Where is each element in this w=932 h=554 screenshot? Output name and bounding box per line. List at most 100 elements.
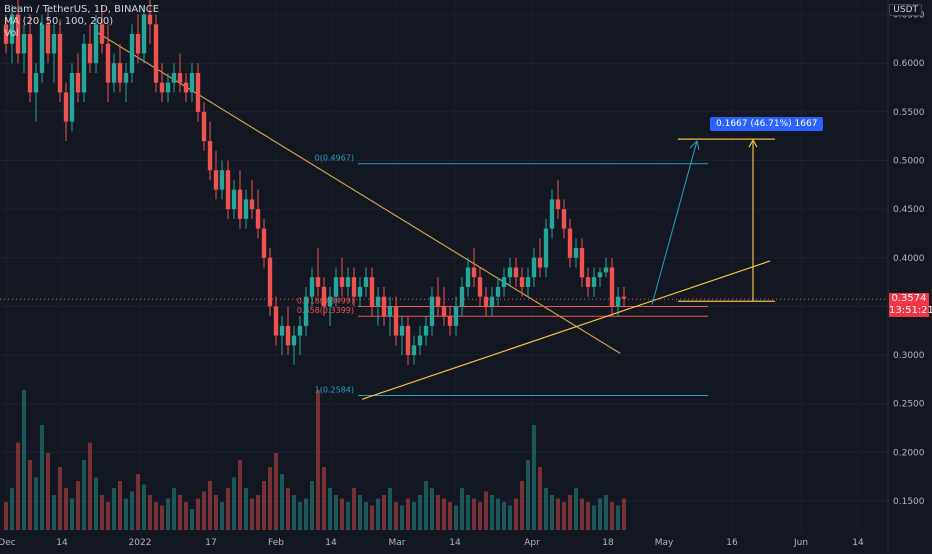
- candle-body: [525, 277, 531, 287]
- x-tick-label: 14: [449, 538, 461, 548]
- volume-bar: [82, 460, 86, 530]
- legend-vol[interactable]: Vol: [4, 28, 19, 39]
- volume-bar: [70, 498, 74, 530]
- measure-tooltip: 0.1667 (46.71%) 1667: [710, 117, 824, 132]
- candle-body: [609, 267, 615, 307]
- volume-bar: [532, 425, 536, 530]
- volume-bar: [208, 481, 212, 530]
- x-tick-label: 16: [726, 538, 738, 548]
- volume-bar: [586, 502, 590, 530]
- volume-bar: [94, 477, 98, 530]
- volume-bar: [238, 460, 242, 530]
- x-tick-label: Dec: [0, 538, 16, 548]
- y-tick-label: 0.6000: [893, 59, 925, 69]
- volume-bar: [190, 509, 194, 530]
- candle-body: [435, 296, 441, 307]
- candle-body: [39, 24, 45, 73]
- volume-bar: [256, 495, 260, 530]
- legend-ma[interactable]: MA (20, 50, 100, 200): [4, 16, 114, 27]
- volume-bar: [232, 477, 236, 530]
- candle-body: [177, 72, 183, 83]
- candle-body: [87, 43, 93, 64]
- candle-body: [423, 325, 429, 336]
- volume-bar: [310, 481, 314, 530]
- candle-body: [339, 277, 345, 287]
- fib-level-label: 0.658(0.3399): [297, 306, 354, 315]
- volume-bar: [154, 502, 158, 530]
- candle-body: [27, 34, 33, 93]
- volume-bar: [418, 495, 422, 530]
- candle-body: [51, 34, 57, 54]
- volume-bar: [106, 502, 110, 530]
- candle-body: [447, 316, 453, 326]
- candle-body: [309, 277, 315, 297]
- volume-bar: [322, 467, 326, 530]
- candle-body: [585, 277, 591, 287]
- candle-body: [159, 82, 165, 93]
- currency-badge[interactable]: USDT: [889, 4, 922, 16]
- candle-body: [45, 24, 51, 54]
- candle-body: [105, 43, 111, 83]
- volume-bar: [112, 488, 116, 530]
- candle-body: [33, 72, 39, 93]
- volume-bar: [142, 484, 146, 530]
- candle-body: [57, 34, 63, 93]
- current-price-tag: 0.3574 13:51:21: [889, 293, 932, 318]
- candle-body: [327, 296, 333, 307]
- candle-body: [165, 82, 171, 93]
- volume-bar: [448, 502, 452, 530]
- volume-bar: [520, 481, 524, 530]
- volume-bar: [370, 505, 374, 530]
- candle-body: [477, 277, 483, 297]
- volume-bar: [400, 505, 404, 530]
- volume-bar: [352, 488, 356, 530]
- volume-bar: [568, 495, 572, 530]
- volume-bar: [622, 498, 626, 530]
- candle-body: [201, 111, 207, 142]
- candle-body: [597, 272, 603, 278]
- volume-bar: [508, 505, 512, 530]
- volume-bar: [334, 495, 338, 530]
- volume-bar: [172, 488, 176, 530]
- volume-bar: [262, 481, 266, 530]
- volume-bar: [436, 495, 440, 530]
- volume-bar: [376, 498, 380, 530]
- volume-bar: [298, 502, 302, 530]
- volume-bar: [160, 505, 164, 530]
- volume-bar: [466, 495, 470, 530]
- candle-body: [603, 267, 609, 273]
- candle-body: [273, 306, 279, 336]
- fib-level-label: 1(0.2584): [315, 386, 354, 395]
- candle-body: [129, 34, 135, 73]
- candle-body: [225, 170, 231, 210]
- candle-body: [141, 14, 147, 54]
- current-price-value: 0.3574: [891, 293, 927, 305]
- candle-body: [465, 267, 471, 287]
- candle-body: [21, 34, 27, 54]
- ascending-trendline: [361, 260, 771, 400]
- volume-bar: [250, 498, 254, 530]
- volume-bar: [562, 502, 566, 530]
- x-axis: Dec 14 2022 17 Feb 14 Mar 14 Apr 18 May 16 Jun 14: [0, 538, 864, 548]
- candle-body: [471, 267, 477, 278]
- candles: [3, 0, 627, 365]
- volume-bar: [16, 442, 20, 530]
- candle-body: [135, 34, 141, 54]
- x-tick-label: 2022: [129, 538, 152, 548]
- volume-bar: [526, 460, 530, 530]
- candle-body: [255, 209, 261, 229]
- chart-legend: Beam / TetherUS, 1D, BINANCE MA (20, 50,…: [4, 4, 159, 40]
- volume-bar: [616, 505, 620, 530]
- x-tick-label: 14: [852, 538, 864, 548]
- candle-body: [147, 14, 153, 25]
- candle-body: [369, 277, 375, 307]
- legend-symbol[interactable]: Beam / TetherUS, 1D, BINANCE: [4, 4, 160, 15]
- x-tick-label: 14: [56, 538, 68, 548]
- volume-bars: [4, 390, 626, 530]
- candle-body: [351, 277, 357, 297]
- candle-body: [243, 199, 249, 219]
- candle-body: [69, 72, 75, 122]
- candle-body: [117, 63, 123, 83]
